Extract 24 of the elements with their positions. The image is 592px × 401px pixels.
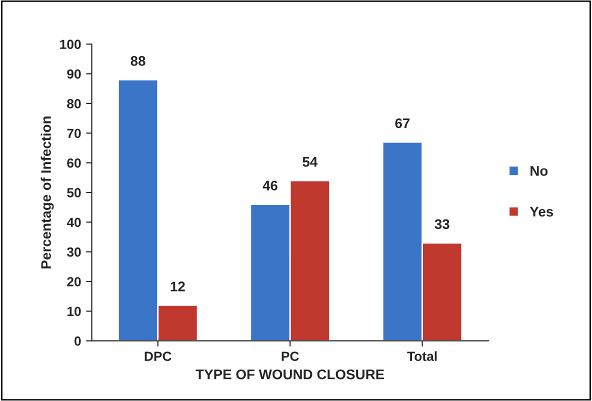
legend-label: No	[530, 166, 548, 176]
y-tick-label: 90	[67, 69, 81, 79]
y-tick-label: 20	[67, 277, 81, 286]
y-tick-label: 80	[67, 99, 81, 108]
data-label: 33	[434, 219, 450, 230]
y-axis-title: Percentage of Infection	[40, 116, 54, 268]
y-tick-label: 0	[74, 336, 81, 346]
y-tick-label: 10	[68, 306, 81, 316]
data-label: 88	[130, 56, 146, 66]
x-tick-label: PC	[282, 352, 299, 361]
data-label: 46	[262, 180, 278, 190]
y-tick-label: 30	[66, 247, 81, 257]
y-tick-label: 70	[67, 128, 81, 138]
data-label: 12	[170, 282, 185, 292]
x-tick-label: Total	[407, 351, 437, 361]
legend-label: Yes	[530, 206, 554, 217]
y-tick-label: 60	[67, 158, 81, 168]
y-tick-label: 100	[60, 40, 81, 50]
y-tick-label: 40	[66, 218, 81, 228]
y-tick-label: 50	[67, 188, 81, 198]
x-tick-label: DPC	[144, 352, 172, 361]
data-label: 54	[302, 157, 318, 167]
x-axis-title: TYPE OF WOUND CLOSURE	[196, 369, 384, 380]
data-label: 67	[395, 118, 410, 128]
